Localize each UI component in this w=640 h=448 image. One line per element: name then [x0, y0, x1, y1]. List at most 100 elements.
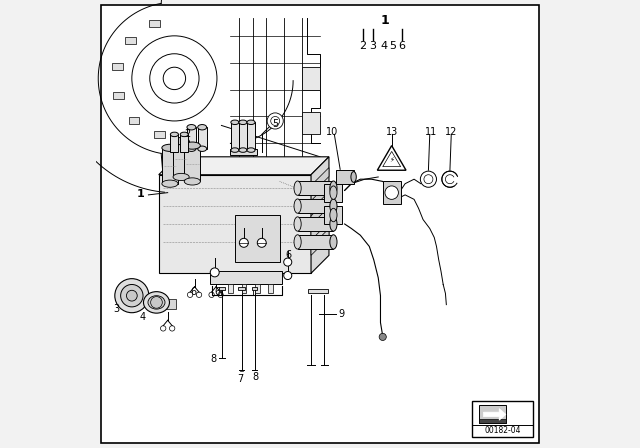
Bar	[308, 289, 328, 293]
Circle shape	[127, 290, 137, 301]
Circle shape	[284, 271, 292, 280]
Text: 1: 1	[381, 13, 389, 27]
Text: 00182-04: 00182-04	[484, 426, 521, 435]
Ellipse shape	[187, 125, 196, 130]
Circle shape	[132, 36, 217, 121]
Circle shape	[257, 238, 266, 247]
Ellipse shape	[143, 292, 170, 313]
Polygon shape	[311, 183, 329, 210]
Polygon shape	[311, 228, 329, 255]
Bar	[125, 37, 136, 44]
Bar	[298, 199, 333, 213]
Circle shape	[379, 333, 387, 340]
Circle shape	[150, 54, 199, 103]
Circle shape	[115, 279, 149, 313]
Bar	[242, 284, 246, 293]
Text: 2: 2	[359, 41, 366, 51]
Text: 13: 13	[385, 127, 398, 137]
Text: 2: 2	[184, 129, 190, 138]
Polygon shape	[159, 157, 329, 175]
Text: 6: 6	[215, 287, 221, 297]
Bar	[162, 148, 178, 184]
Text: 6: 6	[285, 250, 292, 260]
Text: ⚡: ⚡	[389, 156, 394, 163]
Bar	[231, 122, 239, 150]
Text: 7: 7	[237, 374, 243, 383]
Bar	[112, 63, 123, 70]
Bar	[302, 67, 320, 90]
Ellipse shape	[330, 186, 337, 199]
Bar	[113, 92, 124, 99]
Bar	[324, 206, 342, 224]
Bar	[235, 215, 280, 262]
Bar	[298, 217, 333, 231]
Bar	[298, 235, 333, 249]
Ellipse shape	[198, 146, 207, 151]
Bar	[163, 299, 176, 309]
Bar	[239, 287, 244, 290]
Circle shape	[163, 67, 186, 90]
Bar	[324, 184, 342, 202]
Circle shape	[420, 171, 436, 187]
Bar	[472, 401, 532, 437]
Bar	[298, 181, 333, 195]
Polygon shape	[311, 213, 329, 240]
Bar	[170, 134, 179, 152]
Bar	[184, 146, 200, 181]
Bar	[121, 289, 136, 302]
Bar	[230, 149, 257, 155]
Ellipse shape	[330, 235, 337, 249]
Ellipse shape	[198, 125, 207, 130]
Polygon shape	[311, 157, 329, 273]
Text: 6: 6	[399, 41, 406, 51]
Polygon shape	[479, 405, 506, 423]
Ellipse shape	[173, 173, 189, 181]
Ellipse shape	[247, 120, 255, 125]
Ellipse shape	[231, 120, 239, 125]
Bar	[228, 284, 233, 293]
Text: 10: 10	[326, 127, 338, 137]
Polygon shape	[383, 151, 401, 167]
Circle shape	[239, 238, 248, 247]
Circle shape	[211, 268, 220, 277]
Bar	[129, 117, 140, 124]
Bar	[239, 122, 247, 150]
Bar	[479, 419, 506, 423]
Circle shape	[121, 284, 143, 307]
Ellipse shape	[231, 148, 239, 152]
Text: 12: 12	[445, 127, 458, 137]
Ellipse shape	[330, 181, 337, 195]
Text: 9: 9	[338, 309, 344, 319]
Text: 3: 3	[113, 304, 119, 314]
Text: 5: 5	[272, 119, 278, 129]
Circle shape	[424, 175, 433, 184]
Circle shape	[284, 258, 292, 266]
Text: 1: 1	[137, 189, 145, 198]
Bar	[180, 134, 188, 152]
Bar	[220, 287, 225, 290]
Bar	[383, 181, 401, 204]
Circle shape	[150, 297, 163, 308]
Text: 4: 4	[139, 312, 145, 322]
Text: 8: 8	[210, 354, 216, 364]
Bar	[198, 127, 207, 149]
Bar	[252, 287, 257, 290]
Text: 6: 6	[191, 287, 196, 297]
Bar	[302, 112, 320, 134]
Ellipse shape	[247, 148, 255, 152]
Bar	[173, 141, 189, 177]
Ellipse shape	[330, 217, 337, 231]
Polygon shape	[378, 146, 406, 170]
Ellipse shape	[173, 138, 189, 145]
Text: 11: 11	[425, 127, 437, 137]
Circle shape	[385, 186, 398, 199]
Bar	[247, 122, 255, 150]
Ellipse shape	[294, 181, 301, 195]
Ellipse shape	[330, 208, 337, 222]
Ellipse shape	[294, 217, 301, 231]
Polygon shape	[311, 168, 329, 194]
Ellipse shape	[162, 180, 178, 187]
Polygon shape	[311, 198, 329, 225]
Bar	[149, 20, 160, 27]
Text: 5: 5	[389, 41, 396, 51]
